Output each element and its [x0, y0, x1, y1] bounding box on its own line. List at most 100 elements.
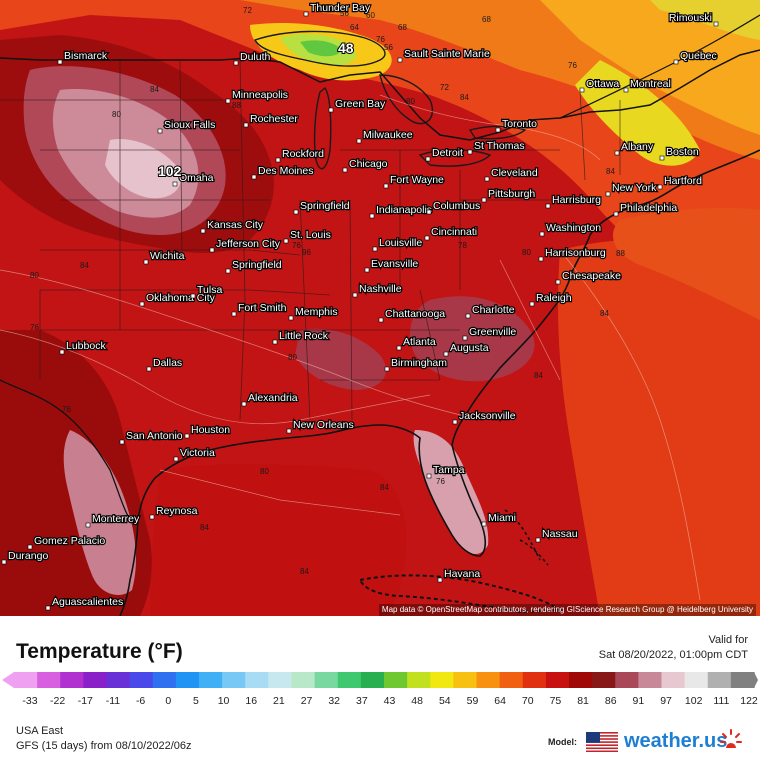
city-label-bismarck[interactable]: Bismarck [63, 49, 109, 63]
city-label-st-louis[interactable]: St. Louis [289, 228, 332, 242]
color-swatch [730, 672, 755, 688]
city-label-nassau[interactable]: Nassau [541, 527, 579, 541]
city-label-lubbock[interactable]: Lubbock [65, 339, 108, 353]
city-label-montreal[interactable]: Montreal [629, 77, 672, 91]
scale-tick-label: 122 [740, 695, 758, 707]
isotherm-value: 80 [288, 353, 297, 362]
city-label-washington[interactable]: Washington [545, 221, 603, 235]
city-label-tulsa[interactable]: Tulsa [196, 283, 224, 297]
city-marker [481, 521, 487, 527]
city-label-reynosa[interactable]: Reynosa [155, 504, 199, 518]
map-attribution[interactable]: Map data © OpenStreetMap contributors, r… [378, 604, 756, 616]
city-label-boston[interactable]: Boston [665, 145, 700, 159]
city-label-philadelphia[interactable]: Philadelphia [619, 201, 679, 215]
city-label-detroit[interactable]: Detroit [431, 146, 464, 160]
scale-max-arrow [754, 672, 758, 688]
city-label-chicago[interactable]: Chicago [348, 157, 389, 171]
scale-tick-label: 54 [439, 695, 451, 707]
city-label-alexandria[interactable]: Alexandria [247, 391, 299, 405]
city-label-cleveland[interactable]: Cleveland [490, 166, 539, 180]
city-label-durango[interactable]: Durango [7, 549, 50, 563]
city-label-birmingham[interactable]: Birmingham [390, 356, 449, 370]
city-label-st-thomas[interactable]: St Thomas [473, 139, 526, 153]
isotherm-value: 76 [62, 405, 71, 414]
city-label-new-york[interactable]: New York [611, 181, 659, 195]
city-marker [425, 156, 431, 162]
city-label-rockford[interactable]: Rockford [281, 147, 326, 161]
model-run-label: GFS (15 days) from 08/10/2022/06z [16, 740, 192, 752]
city-label-tampa[interactable]: Tampa [432, 463, 466, 477]
city-label-chattanooga[interactable]: Chattanooga [384, 307, 447, 321]
city-label-atlanta[interactable]: Atlanta [402, 335, 437, 349]
city-label-columbus[interactable]: Columbus [432, 199, 482, 213]
isotherm-value: 76 [292, 241, 301, 250]
city-label-harrisonburg[interactable]: Harrisonburg [544, 246, 607, 260]
city-label-havana[interactable]: Havana [443, 567, 482, 581]
city-label-memphis[interactable]: Memphis [294, 305, 339, 319]
city-label-toronto[interactable]: Toronto [501, 117, 539, 131]
color-swatch [430, 672, 454, 688]
brand-logo[interactable]: weather.us [624, 730, 727, 753]
city-label-green-bay[interactable]: Green Bay [334, 97, 387, 111]
city-label-raleigh[interactable]: Raleigh [535, 291, 573, 305]
city-label-thunder-bay[interactable]: Thunder Bay [309, 1, 372, 15]
city-label-pittsburgh[interactable]: Pittsburgh [487, 187, 537, 201]
scale-tick-label: 21 [273, 695, 285, 707]
city-marker [465, 313, 471, 319]
city-marker [243, 122, 249, 128]
city-label-kansas-city[interactable]: Kansas City [206, 218, 265, 232]
city-label-albany[interactable]: Albany [620, 140, 655, 154]
city-label-monterrey[interactable]: Monterrey [91, 512, 141, 526]
city-label-springfield[interactable]: Springfield [299, 199, 351, 213]
city-marker [45, 605, 51, 611]
city-label-minneapolis[interactable]: Minneapolis [231, 88, 289, 102]
isotherm-value: 88 [616, 249, 625, 258]
city-label-wichita[interactable]: Wichita [149, 249, 186, 263]
city-label-gomez-palacio[interactable]: Gomez Palacio [33, 534, 107, 548]
isotherm-value: 80 [30, 271, 39, 280]
city-label-harrisburg[interactable]: Harrisburg [551, 193, 603, 207]
city-label-san-antonio[interactable]: San Antonio [125, 429, 184, 443]
color-swatch [222, 672, 246, 688]
city-label-charlotte[interactable]: Charlotte [471, 303, 516, 317]
city-label-quebec[interactable]: Quebec [679, 49, 718, 63]
city-label-victoria[interactable]: Victoria [179, 446, 216, 460]
city-label-greenville[interactable]: Greenville [468, 325, 518, 339]
city-label-augusta[interactable]: Augusta [449, 341, 490, 355]
city-label-chesapeake[interactable]: Chesapeake [561, 269, 623, 283]
city-label-houston[interactable]: Houston [190, 423, 232, 437]
city-label-jacksonville[interactable]: Jacksonville [458, 409, 517, 423]
city-marker [283, 238, 289, 244]
city-label-little-rock[interactable]: Little Rock [278, 329, 330, 343]
city-marker [396, 345, 402, 351]
color-swatch [569, 672, 593, 688]
city-label-fort-wayne[interactable]: Fort Wayne [389, 173, 445, 187]
city-label-springfield[interactable]: Springfield [231, 258, 283, 272]
city-label-rimouski[interactable]: Rimouski [668, 11, 714, 25]
city-label-fort-smith[interactable]: Fort Smith [237, 301, 288, 315]
city-label-hartford[interactable]: Hartford [663, 174, 703, 188]
city-label-sault-sainte-marie[interactable]: Sault Sainte Marie [403, 47, 491, 61]
city-label-jefferson-city[interactable]: Jefferson City [215, 237, 282, 251]
temperature-map[interactable]: 72 56 60 68 64 76 56 68 72 76 78 88 84 80 92 96 80 84 88 80… [0, 0, 760, 616]
city-label-cincinnati[interactable]: Cincinnati [430, 225, 479, 239]
city-label-omaha[interactable]: Omaha [178, 171, 215, 185]
city-label-louisville[interactable]: Louisville [378, 236, 424, 250]
city-label-ottawa[interactable]: Ottawa [585, 77, 621, 91]
city-marker [452, 419, 458, 425]
city-label-new-orleans[interactable]: New Orleans [292, 418, 355, 432]
city-label-milwaukee[interactable]: Milwaukee [362, 128, 414, 142]
city-label-indianapolis[interactable]: Indianapolis [375, 203, 433, 217]
color-swatch [476, 672, 501, 688]
city-label-evansville[interactable]: Evansville [370, 257, 420, 271]
city-label-aguascalientes[interactable]: Aguascalientes [51, 595, 125, 609]
city-label-des-moines[interactable]: Des Moines [257, 164, 315, 178]
city-label-sioux-falls[interactable]: Sioux Falls [163, 118, 217, 132]
city-label-miami[interactable]: Miami [487, 511, 517, 525]
city-label-dallas[interactable]: Dallas [152, 356, 184, 370]
scale-tick-label: 111 [713, 695, 729, 707]
city-label-duluth[interactable]: Duluth [239, 50, 272, 64]
city-label-oklahoma-city[interactable]: Oklahoma City [145, 291, 217, 305]
city-label-rochester[interactable]: Rochester [249, 112, 300, 126]
city-label-nashville[interactable]: Nashville [358, 282, 403, 296]
